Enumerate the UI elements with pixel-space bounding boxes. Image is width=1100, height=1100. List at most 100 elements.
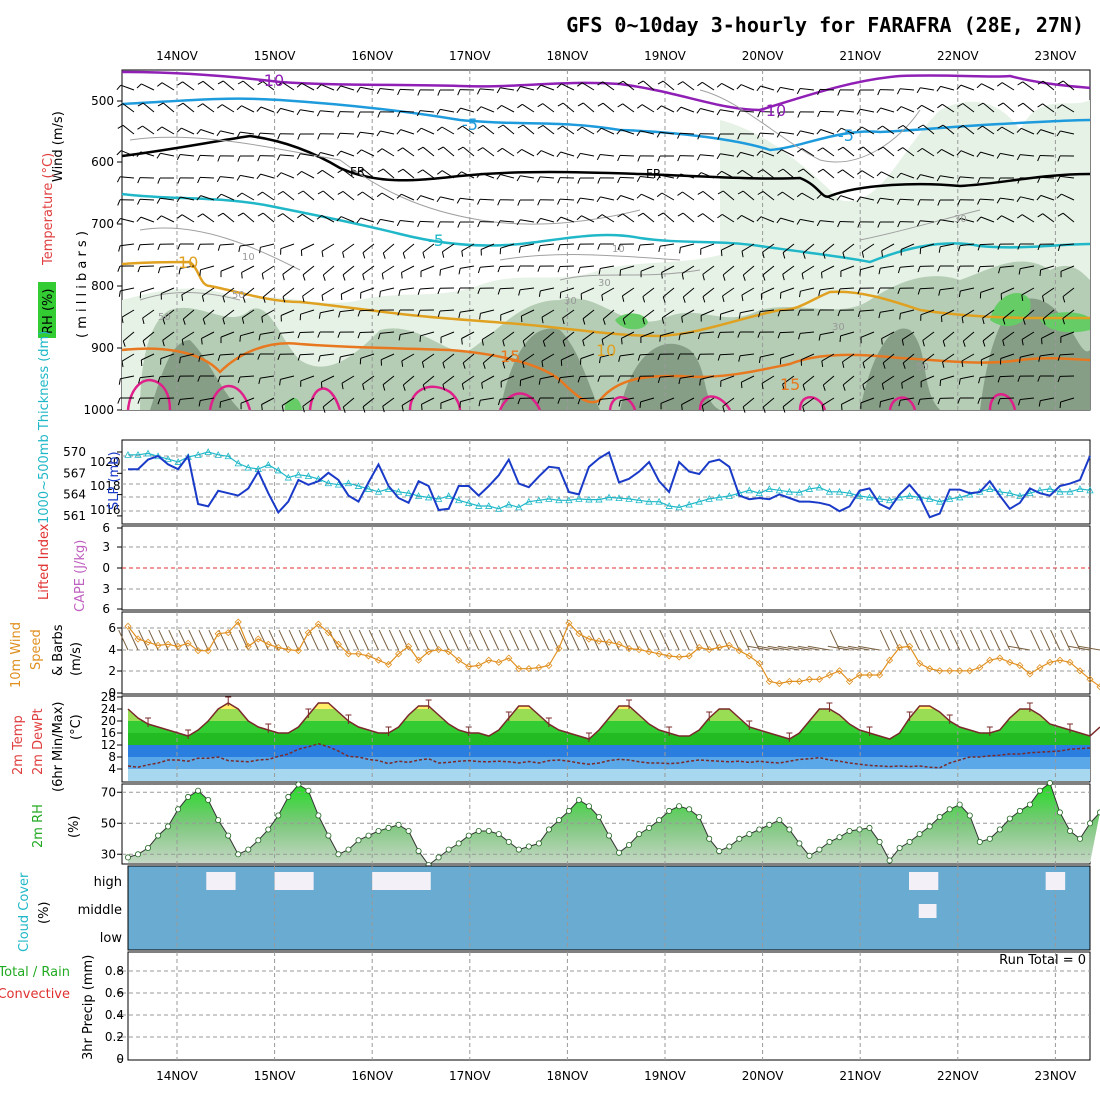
surface-barb-staff — [909, 629, 921, 651]
cloud-middle-block — [918, 904, 937, 918]
wind-barb-staff — [940, 175, 955, 179]
wind-barb-staff — [142, 125, 155, 135]
wind-barb-flag — [417, 310, 421, 317]
wind-barb-staff — [820, 193, 835, 201]
wind-marker — [1066, 658, 1074, 666]
wind-barb-flag — [837, 310, 841, 317]
wind-barb-flag — [441, 251, 445, 258]
wind-barb-staff — [142, 102, 155, 113]
wind-barb-staff — [621, 331, 635, 339]
wind-marker — [124, 622, 132, 630]
wind-barb-staff — [479, 88, 495, 91]
wind-barb-staff — [320, 353, 335, 357]
wind-barb-staff — [302, 213, 315, 223]
wind-marker — [405, 642, 413, 650]
cloud-panel: high middle low Cloud Cover (%) — [17, 865, 1091, 952]
wind-barb-flag — [296, 153, 301, 160]
wind-barb-staff — [202, 103, 215, 113]
wind-barb-staff — [762, 169, 775, 179]
wind-barb-flag — [237, 376, 241, 383]
wind-barb-staff — [242, 80, 255, 91]
wind-barb-flag — [356, 217, 361, 224]
wind-barb-flag — [856, 109, 861, 115]
wind-barb-staff — [561, 353, 575, 361]
bottom-date-label: 17NOV — [449, 1069, 491, 1083]
wind-barb-flag — [602, 318, 606, 325]
wind-barb-staff — [900, 309, 915, 314]
thickness-marker — [825, 487, 834, 495]
wind-barb-flag — [562, 317, 565, 325]
thickness-marker — [414, 492, 423, 499]
rh-marker — [1087, 820, 1094, 827]
wind-barb-flag — [502, 340, 505, 347]
rh-marker — [656, 817, 663, 824]
wind-barb-flag — [1037, 213, 1043, 218]
wind-barb-staff — [742, 190, 755, 201]
label-rh-30-c: 30 — [954, 214, 967, 225]
wind-barb-flag — [156, 126, 163, 132]
wind-barb-flag — [758, 356, 761, 363]
wind-marker — [1046, 658, 1054, 666]
wind-barb-staff — [220, 331, 235, 338]
wind-barb-flag — [117, 265, 121, 272]
wind-barb-flag — [356, 87, 361, 93]
wind-barb-flag — [836, 127, 842, 133]
wind-barb-flag — [796, 130, 801, 137]
wind-barb-staff — [782, 397, 795, 408]
precip-ylabel-1: Total / Rain — [0, 965, 70, 980]
wind-barb-staff — [642, 287, 655, 297]
wind-barb-staff — [260, 173, 275, 179]
wind-marker — [1076, 667, 1084, 675]
thickness-marker — [1076, 485, 1084, 492]
temp-grid — [176, 696, 1056, 782]
thickness-marker — [495, 504, 503, 512]
wind-barb-flag — [957, 124, 964, 129]
wind-barb-flag — [736, 152, 741, 158]
upper-ylabel-rh: RH (%) — [41, 289, 56, 334]
wind-barb-flag — [762, 274, 766, 281]
wind-barb-flag — [1039, 269, 1042, 276]
wind-barb-staff — [700, 331, 715, 334]
rh-marker — [606, 832, 613, 839]
wind-barb-staff — [1022, 102, 1035, 113]
thickness-marker — [284, 473, 293, 481]
precip-ylabel-2: Convective — [0, 987, 70, 1002]
wind-barb-flag — [598, 399, 601, 406]
wind-barb-staff — [959, 176, 975, 179]
wind-barb-staff — [462, 375, 475, 385]
thickness-marker — [374, 487, 383, 495]
rh-marker — [726, 843, 733, 850]
wind-barb-flag — [816, 193, 822, 199]
wind-barb-staff — [159, 397, 175, 399]
surface-barb-staff — [669, 629, 680, 651]
wind-barb-staff — [420, 127, 435, 135]
wind-barb-flag — [717, 354, 721, 361]
wind-barb-staff — [681, 265, 695, 275]
wind-barb-flag — [576, 197, 581, 204]
wind-barb-staff — [1040, 397, 1055, 402]
wind-barb-flag — [376, 130, 381, 137]
surface-barb-staff — [787, 645, 810, 651]
chart-title: GFS 0~10day 3-hourly for FARAFRA (28E, 2… — [566, 13, 1084, 37]
wind-barb-staff — [480, 172, 495, 179]
wind-barb-flag — [877, 287, 881, 294]
wind-barb-staff — [520, 243, 535, 248]
wind-barb-flag — [1021, 339, 1024, 346]
wind-barb-staff — [1060, 397, 1075, 403]
wind-barb-staff — [382, 375, 395, 386]
wind-barb-flag — [817, 168, 824, 173]
surface-barb-staff — [378, 629, 389, 651]
wind-barb-flag — [956, 176, 961, 183]
thickness-marker — [815, 483, 824, 491]
wind-marker — [865, 671, 874, 679]
wind-barb-staff — [861, 170, 875, 179]
rh-marker — [545, 826, 552, 833]
wind-barb-flag — [977, 397, 981, 404]
wind-barb-flag — [236, 105, 242, 111]
wind-barb-flag — [958, 378, 961, 385]
rh-marker — [786, 826, 793, 833]
wind-barb-staff — [1001, 215, 1015, 223]
wind-barb-staff — [720, 309, 735, 315]
surface-barb-staff — [837, 645, 860, 651]
